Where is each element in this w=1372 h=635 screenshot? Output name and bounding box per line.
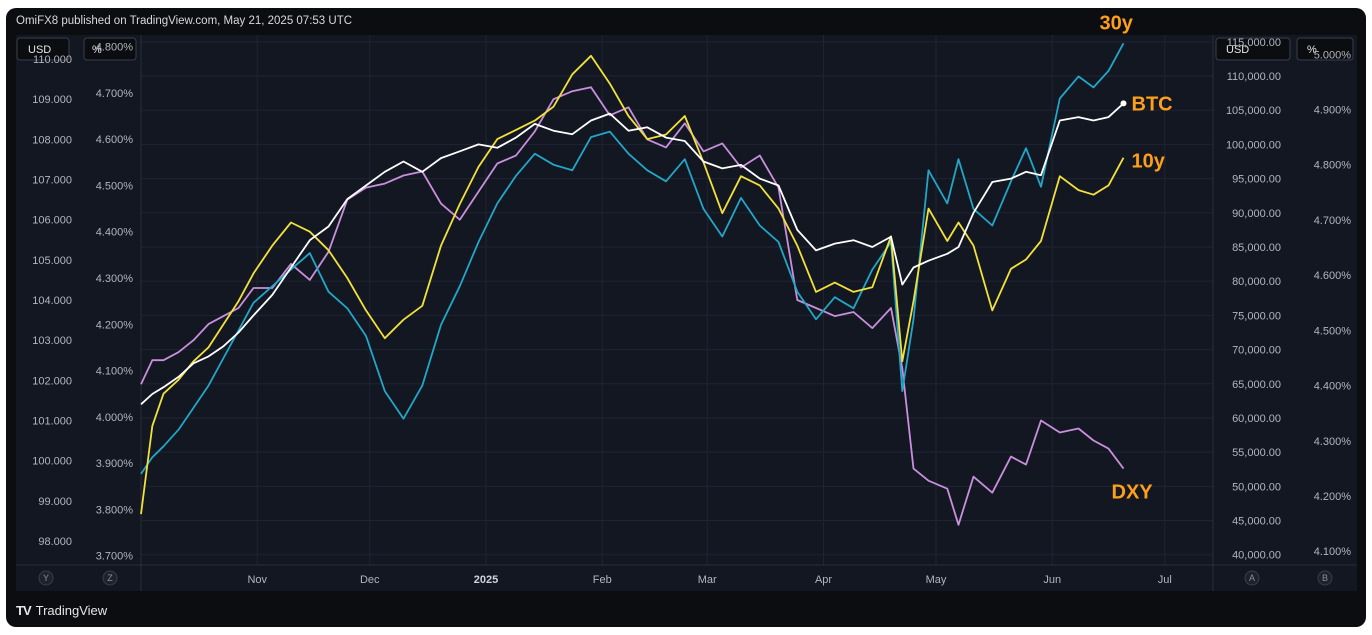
y-tick-right-inner: 60,000.00 — [1232, 413, 1281, 425]
y-tick-left-inner: 4.700% — [96, 88, 134, 100]
tradingview-brand: TradingView — [35, 603, 108, 618]
unit-box-right-outer[interactable]: % — [1296, 37, 1354, 61]
y-axis-ticks: 110.000 109.000 108.000 107.000 106.000 105.0… — [32, 37, 1351, 563]
y-tick-left-inner: 4.600% — [96, 134, 134, 146]
unit-box-left-outer[interactable]: USD — [16, 37, 70, 61]
x-tick-label: Jul — [1158, 574, 1172, 586]
series-label-dxy: DXY — [1112, 482, 1154, 504]
y-tick-left-outer: 109.000 — [32, 94, 72, 106]
y-tick-right-inner: 65,000.00 — [1232, 379, 1281, 391]
plot-background — [16, 35, 1357, 591]
y-tick-left-outer: 105.000 — [32, 255, 72, 267]
y-tick-right-outer: 4.300% — [1314, 436, 1352, 448]
y-tick-left-inner: 4.800% — [96, 42, 134, 54]
y-tick-left-inner: 3.900% — [96, 458, 134, 470]
y-tick-right-inner: 55,000.00 — [1232, 447, 1281, 459]
x-tick-label: May — [926, 574, 947, 586]
series-label-btc: BTC — [1132, 93, 1173, 115]
y-tick-right-outer: 4.700% — [1314, 215, 1352, 227]
unit-label-left-inner: % — [92, 44, 102, 56]
y-tick-left-outer: 99.000 — [38, 496, 72, 508]
y-tick-right-inner: 105,000.00 — [1226, 105, 1281, 117]
y-tick-right-inner: 100,000.00 — [1226, 139, 1281, 151]
y-tick-left-outer: 104.000 — [32, 295, 72, 307]
chart-canvas[interactable]: USD % USD % Y Z A B 110 — [6, 8, 1366, 627]
y-tick-right-inner: 90,000.00 — [1232, 208, 1281, 220]
corner-button-b[interactable]: B — [1317, 570, 1333, 586]
y-tick-left-inner: 4.500% — [96, 180, 134, 192]
x-axis-ticks: Nov Dec 2025 Feb Mar Apr May Jun Jul — [247, 574, 1171, 586]
y-tick-right-inner: 40,000.00 — [1232, 550, 1281, 562]
unit-box-left-inner[interactable]: % — [83, 37, 137, 61]
y-tick-right-inner: 70,000.00 — [1232, 345, 1281, 357]
y-tick-right-outer: 4.200% — [1314, 491, 1352, 503]
y-tick-left-inner: 3.800% — [96, 504, 134, 516]
y-tick-left-inner: 4.100% — [96, 366, 134, 378]
unit-label-right-outer: % — [1307, 44, 1317, 56]
y-tick-right-outer: 4.600% — [1314, 270, 1352, 282]
y-tick-left-outer: 101.000 — [32, 415, 72, 427]
corner-button-y[interactable]: Y — [38, 570, 54, 586]
y-tick-right-inner: 85,000.00 — [1232, 242, 1281, 254]
y-tick-right-outer: 4.500% — [1314, 325, 1352, 337]
x-tick-label: Nov — [247, 574, 267, 586]
tradingview-footer[interactable]: TV TradingView — [16, 603, 107, 618]
y-tick-right-outer: 4.400% — [1314, 381, 1352, 393]
x-tick-label: Mar — [698, 574, 717, 586]
y-tick-right-inner: 50,000.00 — [1232, 481, 1281, 493]
x-tick-label: 2025 — [474, 574, 498, 586]
y-tick-left-outer: 108.000 — [32, 134, 72, 146]
y-tick-right-outer: 4.800% — [1314, 160, 1352, 172]
grid-lines — [141, 35, 1213, 565]
series-line-dxy — [140, 86, 1125, 526]
y-tick-left-inner: 3.700% — [96, 551, 134, 563]
series-label-10y: 10y — [1132, 151, 1166, 173]
y-tick-right-inner: 45,000.00 — [1232, 516, 1281, 528]
corner-button-b-label: B — [1322, 573, 1328, 583]
corner-button-y-label: Y — [43, 573, 49, 583]
x-tick-label: Apr — [815, 574, 832, 586]
series-line-30y — [140, 42, 1125, 475]
corner-button-z-label: Z — [107, 573, 113, 583]
series-labels: 30y BTC 10y DXY — [1100, 12, 1173, 503]
y-tick-left-inner: 4.300% — [96, 273, 134, 285]
y-tick-left-inner: 4.400% — [96, 227, 134, 239]
chart-frame: OmiFX8 published on TradingView.com, May… — [6, 8, 1366, 627]
series-line-10y — [140, 54, 1125, 515]
series-label-30y: 30y — [1100, 12, 1134, 34]
y-tick-left-inner: 4.200% — [96, 319, 134, 331]
y-tick-left-outer: 110.000 — [33, 54, 72, 66]
y-tick-left-outer: 107.000 — [32, 175, 72, 187]
y-tick-left-outer: 106.000 — [32, 215, 72, 227]
y-tick-right-inner: 110,000.00 — [1227, 71, 1281, 83]
publisher-caption: OmiFX8 published on TradingView.com, May… — [16, 15, 353, 27]
series-line-btc — [140, 102, 1125, 405]
y-tick-right-outer: 4.100% — [1314, 546, 1352, 558]
y-tick-left-outer: 103.000 — [32, 335, 72, 347]
corner-button-a[interactable]: A — [1244, 570, 1260, 586]
y-tick-right-inner: 95,000.00 — [1232, 174, 1281, 186]
y-tick-left-outer: 98.000 — [38, 536, 72, 548]
corner-button-z[interactable]: Z — [102, 570, 118, 586]
x-tick-label: Feb — [593, 574, 612, 586]
btc-endpoint-dot — [1120, 100, 1127, 107]
y-tick-right-inner: 115,000.00 — [1227, 37, 1281, 49]
y-tick-right-outer: 5.000% — [1314, 49, 1352, 61]
y-tick-left-outer: 102.000 — [32, 375, 72, 387]
unit-box-right-inner[interactable]: USD — [1215, 37, 1291, 61]
y-tick-right-inner: 75,000.00 — [1232, 310, 1281, 322]
y-tick-left-inner: 4.000% — [96, 412, 134, 424]
unit-label-left-outer: USD — [28, 44, 51, 56]
y-tick-left-outer: 100.000 — [32, 456, 72, 468]
y-tick-right-outer: 4.900% — [1314, 105, 1352, 117]
series-lines — [140, 42, 1127, 526]
corner-button-a-label: A — [1249, 573, 1255, 583]
x-tick-label: Dec — [360, 574, 380, 586]
x-tick-label: Jun — [1043, 574, 1061, 586]
tradingview-logo-icon: TV — [16, 603, 32, 618]
unit-label-right-inner: USD — [1226, 44, 1249, 56]
y-tick-right-inner: 80,000.00 — [1232, 276, 1281, 288]
